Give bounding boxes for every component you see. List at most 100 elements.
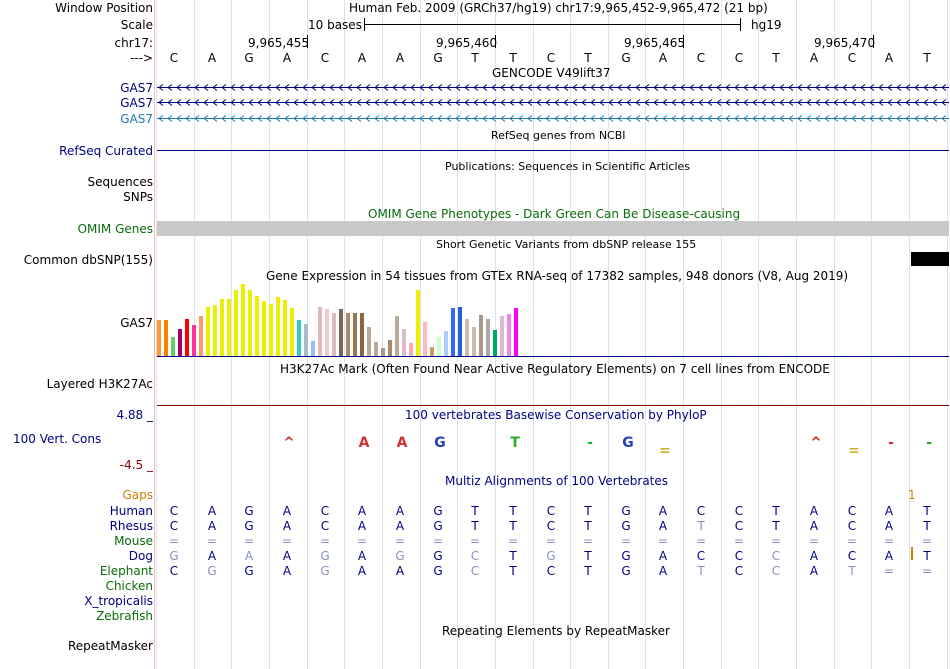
multiz-aligned-base: C [546, 519, 556, 533]
gtex-tissue-bar[interactable] [283, 300, 287, 356]
gtex-tissue-bar[interactable] [402, 329, 406, 356]
gtex-tissue-bar[interactable] [290, 308, 294, 356]
strand-label[interactable]: ---> [129, 51, 153, 65]
gtex-tissue-bar[interactable] [318, 307, 322, 356]
multiz-species-label[interactable]: Dog [128, 549, 153, 563]
gtex-tissue-bar[interactable] [255, 296, 259, 356]
h3k27ac-track-title[interactable]: H3K27Ac Mark (Often Found Near Active Re… [280, 362, 830, 376]
gtex-tissue-bar[interactable] [157, 320, 161, 356]
gtex-tissue-bar[interactable] [297, 320, 301, 356]
dog-insertion-marker[interactable] [911, 547, 913, 560]
gtex-tissue-bar[interactable] [472, 327, 476, 356]
gtex-tissue-bar[interactable] [381, 348, 385, 356]
gtex-tissue-bar[interactable] [388, 340, 392, 356]
grid-line [533, 0, 534, 669]
multiz-species-label[interactable]: Elephant [99, 564, 153, 578]
gtex-tissue-bar[interactable] [395, 316, 399, 356]
gtex-tissue-bar[interactable] [241, 284, 245, 356]
gtex-tissue-bar[interactable] [346, 313, 350, 356]
gtex-tissue-bar[interactable] [311, 341, 315, 356]
gtex-tissue-bar[interactable] [430, 347, 434, 356]
gencode-transcript-2[interactable] [157, 98, 949, 107]
gtex-tissue-bar[interactable] [234, 290, 238, 356]
window-position-label[interactable]: Window Position [55, 1, 153, 15]
gtex-tissue-bar[interactable] [423, 322, 427, 356]
gtex-tissue-bar[interactable] [374, 342, 378, 356]
multiz-track-title[interactable]: Multiz Alignments of 100 Vertebrates [445, 474, 669, 488]
gtex-tissue-bar[interactable] [332, 313, 336, 356]
multiz-species-label[interactable]: Human [109, 504, 153, 518]
gtex-tissue-bar[interactable] [444, 331, 448, 356]
publications-snps-label[interactable]: SNPs [123, 190, 153, 204]
gtex-tissue-bar[interactable] [458, 307, 462, 356]
gencode-gene-label[interactable]: GAS7 [120, 96, 153, 110]
gtex-tissue-bar[interactable] [304, 324, 308, 356]
gencode-gene-label[interactable]: GAS7 [120, 81, 153, 95]
repeatmasker-track-label[interactable]: RepeatMasker [67, 639, 153, 653]
gtex-track-title[interactable]: Gene Expression in 54 tissues from GTEx … [266, 269, 849, 283]
gtex-tissue-bar[interactable] [192, 325, 196, 356]
dbsnp-track-title[interactable]: Short Genetic Variants from dbSNP releas… [436, 238, 697, 251]
omim-track-label[interactable]: OMIM Genes [77, 222, 153, 236]
publications-sequences-label[interactable]: Sequences [87, 175, 153, 189]
omim-feature-bar[interactable] [157, 221, 949, 236]
gtex-tissue-bar[interactable] [507, 314, 511, 356]
scale-label[interactable]: Scale [120, 18, 153, 32]
phylop-track-label[interactable]: 100 Vert. Cons [13, 432, 102, 446]
multiz-species-label[interactable]: Mouse [114, 534, 153, 548]
gtex-tissue-bar[interactable] [248, 290, 252, 356]
refseq-transcript-line[interactable] [157, 150, 949, 151]
multiz-species-label[interactable]: X_tropicalis [84, 594, 153, 608]
h3k27ac-track-label[interactable]: Layered H3K27Ac [46, 377, 153, 391]
gtex-tissue-bar[interactable] [360, 313, 364, 356]
gtex-tissue-bar[interactable] [227, 299, 231, 356]
gtex-tissue-bar[interactable] [213, 305, 217, 356]
gtex-tissue-bar[interactable] [465, 319, 469, 356]
refseq-track-title[interactable]: RefSeq genes from NCBI [491, 129, 626, 142]
gencode-track-title[interactable]: GENCODE V49lift37 [492, 66, 611, 80]
dbsnp-track-label[interactable]: Common dbSNP(155) [23, 253, 153, 267]
multiz-species-label[interactable]: Zebrafish [96, 609, 153, 623]
gtex-tissue-bar[interactable] [437, 337, 441, 356]
gtex-tissue-bar[interactable] [262, 301, 266, 356]
gencode-transcript-1[interactable] [157, 83, 949, 92]
gtex-tissue-bar[interactable] [493, 330, 497, 356]
publications-track-title[interactable]: Publications: Sequences in Scientific Ar… [445, 160, 690, 173]
gtex-tissue-bar[interactable] [353, 313, 357, 356]
gtex-tissue-bar[interactable] [178, 329, 182, 356]
multiz-gaps-label[interactable]: Gaps [122, 488, 153, 502]
chrom-label[interactable]: chr17: [114, 36, 153, 50]
gtex-tissue-bar[interactable] [514, 308, 518, 356]
sequence-base: A [357, 51, 367, 65]
repeatmasker-track-title[interactable]: Repeating Elements by RepeatMasker [442, 624, 670, 638]
gtex-tissue-bar[interactable] [479, 315, 483, 356]
dbsnp-variant-block[interactable] [911, 252, 949, 266]
multiz-aligned-base: T [584, 504, 592, 518]
multiz-species-label[interactable]: Rhesus [109, 519, 153, 533]
gtex-tissue-bar[interactable] [220, 299, 224, 356]
gtex-tissue-bar[interactable] [199, 316, 203, 356]
gtex-bar-chart[interactable] [157, 284, 537, 356]
gtex-tissue-bar[interactable] [325, 309, 329, 356]
multiz-species-label[interactable]: Chicken [105, 579, 153, 593]
gtex-track-label[interactable]: GAS7 [120, 316, 153, 330]
gtex-tissue-bar[interactable] [500, 316, 504, 356]
multiz-aligned-base: = [168, 534, 180, 548]
gencode-gene-label[interactable]: GAS7 [120, 112, 153, 126]
gencode-transcript-3[interactable] [157, 114, 949, 123]
gtex-tissue-bar[interactable] [276, 297, 280, 356]
gtex-tissue-bar[interactable] [185, 319, 189, 356]
gtex-tissue-bar[interactable] [269, 304, 273, 356]
phylop-track-title[interactable]: 100 vertebrates Basewise Conservation by… [405, 408, 707, 422]
gtex-tissue-bar[interactable] [486, 319, 490, 356]
gtex-tissue-bar[interactable] [206, 307, 210, 356]
refseq-track-label[interactable]: RefSeq Curated [59, 144, 153, 158]
gtex-tissue-bar[interactable] [171, 337, 175, 356]
gtex-tissue-bar[interactable] [409, 343, 413, 356]
gtex-tissue-bar[interactable] [367, 327, 371, 356]
gtex-tissue-bar[interactable] [416, 290, 420, 356]
gtex-tissue-bar[interactable] [164, 320, 168, 356]
omim-track-title[interactable]: OMIM Gene Phenotypes - Dark Green Can Be… [368, 207, 741, 221]
gtex-tissue-bar[interactable] [339, 309, 343, 356]
gtex-tissue-bar[interactable] [451, 308, 455, 356]
